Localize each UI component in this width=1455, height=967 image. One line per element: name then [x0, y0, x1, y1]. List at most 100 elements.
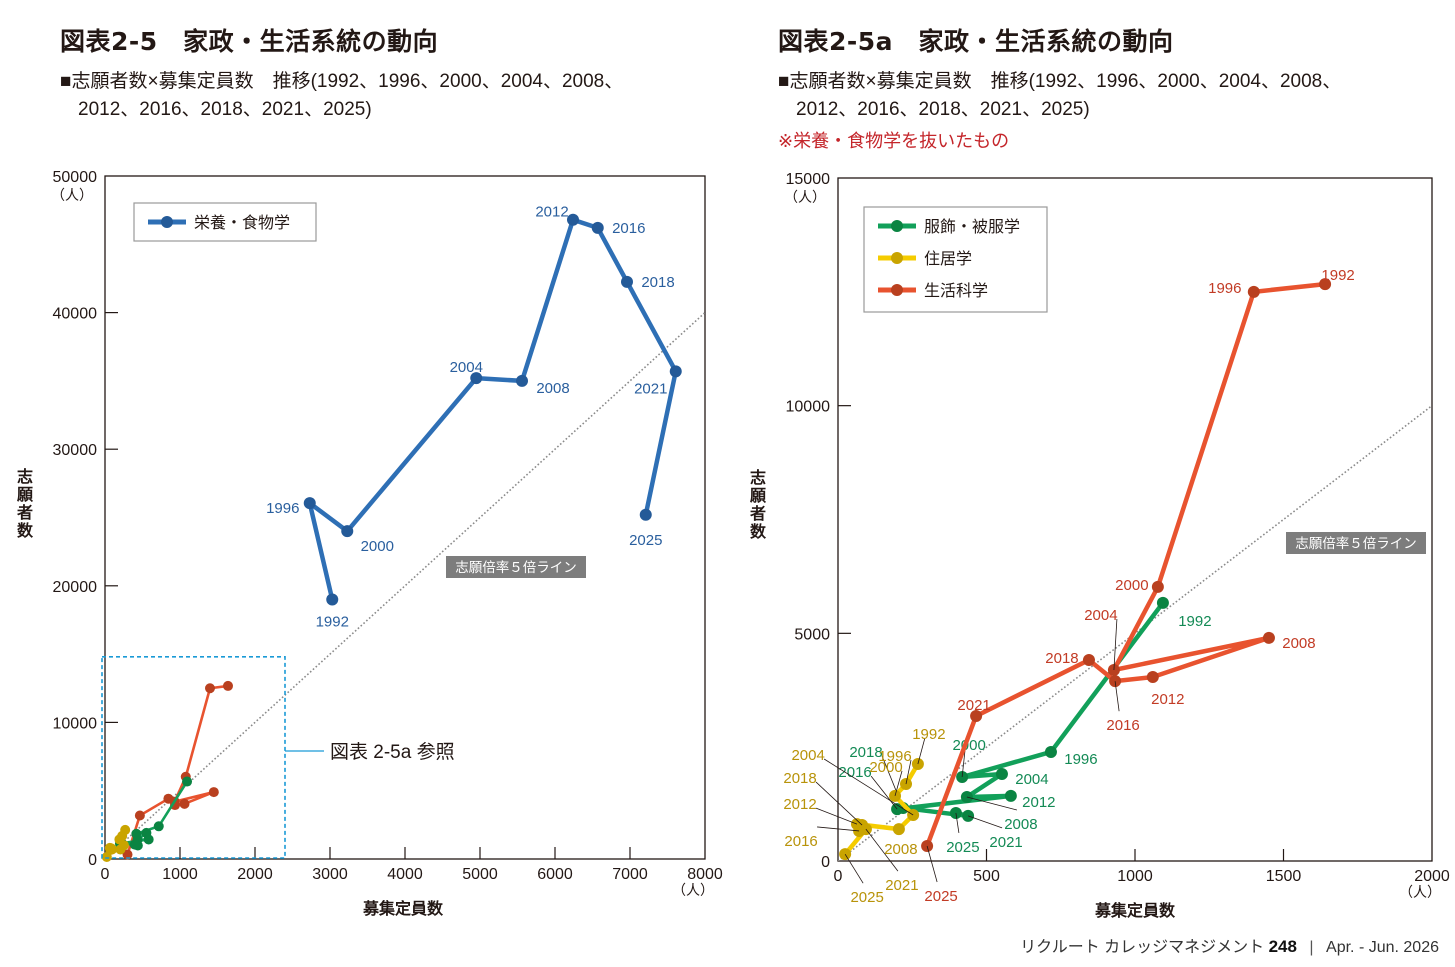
data-point-2012: [567, 213, 579, 226]
x-axis-title: 募集定員数: [362, 899, 444, 918]
point-label-1996: 1996: [878, 748, 911, 765]
series-生活科学: 1992 1996 2000 2004 2008 2012 2016 2018 2021 2025: [921, 267, 1355, 905]
reference-line-label: 志願倍率５倍ライン: [1295, 535, 1417, 551]
point-label-2012: 2012: [1022, 794, 1055, 811]
point-label-2018: 2018: [1045, 650, 1078, 667]
data-point-1996: [303, 497, 316, 510]
point-label-2018: 2018: [641, 274, 674, 291]
series-line: [126, 684, 230, 856]
data-point-2018: [163, 793, 174, 804]
data-point-1992: [182, 776, 193, 787]
subtitle-line-2: 2012、2016、2018、2021、2025): [78, 99, 372, 120]
point-label-2012: 2012: [783, 796, 816, 813]
series-line: [894, 600, 1166, 819]
data-point-2012: [179, 798, 190, 809]
legend-label: 服飾・被服学: [924, 218, 1020, 236]
chart-title-right: 図表2-5a 家政・生活系統の動向: [778, 27, 1174, 56]
series-住居学: [101, 824, 131, 862]
data-point-1992: [223, 680, 233, 691]
chart-subtitle-left: ■志願者数×募集定員数 推移(1992、1996、2000、2004、2008、…: [60, 68, 623, 124]
y-unit-label: （人）: [784, 189, 826, 205]
x-tick-label: 5000: [462, 866, 498, 883]
point-label-2004: 2004: [450, 359, 483, 376]
data-point-2008: [1262, 631, 1275, 644]
point-label-2018: 2018: [783, 770, 816, 787]
x-tick-label: 1000: [1117, 868, 1153, 885]
data-point-1992: [1319, 278, 1332, 291]
data-point-2021: [669, 365, 682, 378]
y-tick-label: 15000: [786, 171, 831, 188]
legend-item: 服飾・被服学: [878, 218, 1020, 236]
leader-line: [844, 853, 864, 884]
point-label-2004: 2004: [1084, 607, 1117, 624]
issue-date: Apr. - Jun. 2026: [1326, 939, 1439, 956]
data-point-2021: [107, 844, 118, 855]
x-tick-label: 500: [973, 868, 1000, 885]
point-label-2016: 2016: [784, 833, 817, 850]
data-point-1996: [205, 683, 215, 694]
point-label-1996: 1996: [1064, 751, 1097, 768]
data-point-2012: [1146, 671, 1159, 684]
data-point-1992: [1156, 596, 1169, 609]
series-line: [118, 780, 189, 847]
y-unit-label: （人）: [51, 187, 93, 203]
reference-line-label-bg: [446, 556, 586, 578]
y-tick-label: 30000: [53, 442, 98, 459]
point-label-2021: 2021: [885, 877, 918, 894]
y-tick-label: 5000: [794, 626, 830, 643]
series-line: [307, 217, 678, 602]
data-point-2025: [639, 508, 652, 521]
legend-item: 栄養・食物学: [148, 214, 290, 232]
x-tick-label: 4000: [387, 866, 423, 883]
legend-marker: [161, 216, 173, 228]
point-label-2025: 2025: [924, 888, 957, 905]
point-label-1992: 1992: [1178, 613, 1211, 630]
point-label-2004: 2004: [1015, 771, 1048, 788]
legend-label: 住居学: [924, 250, 972, 268]
data-point-2000: [1151, 580, 1164, 593]
x-tick-label: 1000: [162, 866, 198, 883]
point-label-2016: 2016: [1106, 717, 1139, 734]
x-tick-label: 0: [101, 866, 110, 883]
data-point-2025: [129, 839, 140, 850]
legend-label: 栄養・食物学: [194, 214, 290, 232]
x-tick-label: 0: [834, 868, 843, 885]
point-label-2018: 2018: [849, 744, 882, 761]
leader-line: [870, 775, 898, 810]
point-label-1992: 1992: [1321, 267, 1354, 284]
point-label-2025: 2025: [850, 889, 883, 906]
page-footer: リクルート カレッジマネジメント 248 | Apr. - Jun. 2026: [1020, 933, 1439, 957]
x-tick-label: 2000: [237, 866, 273, 883]
leader-line: [894, 770, 903, 796]
point-label-2004: 2004: [791, 747, 824, 764]
point-label-2025: 2025: [946, 839, 979, 856]
x-tick-label: 6000: [537, 866, 573, 883]
issue-number: 248: [1268, 937, 1297, 956]
y-tick-label: 10000: [786, 399, 831, 416]
legend-label: 生活科学: [924, 282, 988, 300]
y-tick-label: 0: [821, 854, 830, 871]
legend-marker: [891, 284, 903, 296]
y-tick-label: 50000: [53, 169, 98, 186]
leader-line: [955, 812, 960, 834]
data-point-2018: [621, 275, 633, 288]
leader-line: [917, 737, 926, 765]
chart-title-left: 図表2-5 家政・生活系統の動向: [60, 27, 439, 56]
leader-line: [966, 796, 1017, 811]
y-tick-label: 40000: [53, 306, 98, 323]
x-tick-label: 2000: [1414, 868, 1450, 885]
chart-subtitle-right: ■志願者数×募集定員数 推移(1992、1996、2000、2004、2008、…: [778, 68, 1341, 124]
data-point-2008: [208, 787, 219, 798]
data-point-2025: [101, 851, 112, 862]
point-label-2021: 2021: [957, 697, 990, 714]
x-tick-label: 8000: [687, 866, 723, 883]
data-point-2004: [470, 372, 483, 385]
x-tick-label: 3000: [312, 866, 348, 883]
point-label-1992: 1992: [316, 613, 349, 630]
point-label-2021: 2021: [989, 834, 1022, 851]
point-label-2000: 2000: [361, 538, 394, 555]
leader-line: [1113, 618, 1118, 671]
